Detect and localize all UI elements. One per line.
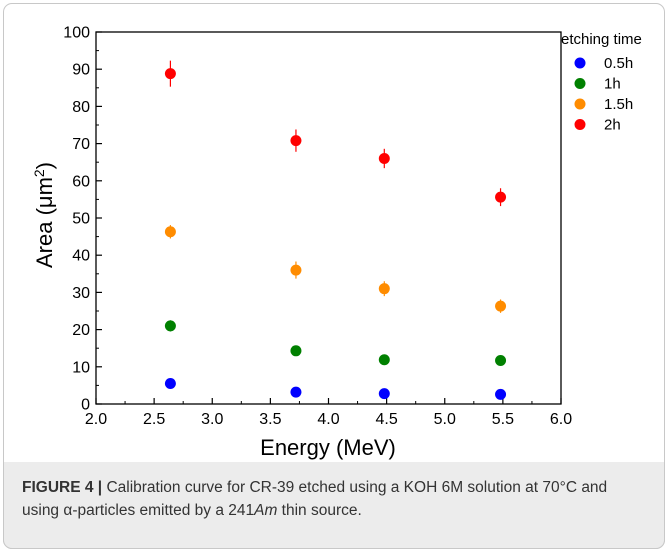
y-tick-label: 90 — [72, 62, 90, 79]
x-axis-ticks: 2.0 2.5 3.0 3.5 4.0 4.5 5.0 5.5 6.0 — [85, 398, 572, 428]
y-tick-label: 100 — [63, 25, 90, 42]
figure-frame — [3, 3, 665, 549]
data-point — [290, 264, 302, 276]
y-tick-label: 20 — [72, 322, 90, 339]
x-tick-label: 2.5 — [143, 411, 165, 428]
caption-text-italic: Am — [254, 502, 278, 519]
x-tick-label: 5.5 — [492, 411, 514, 428]
legend-title: etching time — [561, 31, 642, 48]
legend-marker-0.5h — [574, 57, 586, 69]
caption-label: FIGURE 4 | — [22, 479, 103, 496]
x-tick-label: 6.0 — [550, 411, 572, 428]
y-tick-label: 30 — [72, 285, 90, 302]
data-point — [290, 345, 302, 357]
legend-marker-2h — [574, 119, 586, 130]
x-tick-label: 4.5 — [376, 411, 398, 428]
legend-label-1.5h: 1.5h — [604, 96, 633, 113]
x-tick-label: 5.0 — [434, 411, 456, 428]
legend-marker-1h — [574, 78, 586, 89]
x-tick-label: 3.5 — [259, 411, 281, 428]
caption-box — [3, 462, 665, 549]
data-point — [290, 135, 302, 147]
data-point — [495, 388, 507, 400]
figure-caption: FIGURE 4 | Calibration curve for CR-39 e… — [22, 476, 642, 522]
axes — [95, 31, 562, 405]
caption-text-1: Calibration curve for CR-39 etched using… — [22, 479, 608, 519]
data-point — [495, 191, 507, 203]
y-axis-ticks: 0 10 20 30 40 50 60 70 80 90 100 — [63, 25, 102, 414]
series-1h — [164, 320, 507, 366]
series-1.5h — [164, 225, 507, 313]
y-tick-label: 50 — [72, 211, 90, 228]
legend-label-1h: 1h — [604, 76, 621, 93]
y-tick-label: 70 — [72, 136, 90, 153]
data-point — [495, 300, 507, 312]
data-point — [378, 283, 390, 295]
data-point — [378, 354, 390, 366]
data-point — [164, 320, 176, 332]
plot-frame — [95, 31, 562, 405]
y-tick-label: 80 — [72, 99, 90, 116]
legend: etching time 0.5h 1h 1.5h 2h — [561, 31, 642, 134]
series-0.5h — [164, 378, 507, 400]
data-point — [378, 152, 390, 164]
series-2h — [164, 60, 507, 207]
x-tick-label: 4.0 — [317, 411, 339, 428]
data-point — [495, 354, 507, 366]
y-axis-title-main: Area (μm — [32, 177, 57, 268]
data-point — [290, 386, 302, 398]
y-tick-label: 60 — [72, 173, 90, 190]
x-tick-label: 2.0 — [85, 411, 107, 428]
legend-marker-1.5h — [574, 98, 586, 110]
y-axis-title: Area (μm2) — [31, 162, 57, 268]
y-tick-label: 0 — [81, 397, 90, 414]
data-points — [164, 60, 507, 400]
data-point — [164, 378, 176, 390]
x-axis-title: Energy (MeV) — [260, 435, 396, 460]
y-axis-title-superscript: 2 — [31, 169, 47, 177]
legend-label-2h: 2h — [604, 117, 621, 134]
x-tick-label: 3.0 — [201, 411, 223, 428]
data-point — [164, 68, 176, 80]
caption-text-2: thin source. — [277, 502, 362, 519]
data-point — [164, 226, 176, 238]
y-tick-label: 10 — [72, 359, 90, 376]
legend-label-0.5h: 0.5h — [604, 55, 633, 72]
y-axis-title-end: ) — [32, 162, 57, 169]
y-tick-label: 40 — [72, 248, 90, 265]
data-point — [378, 388, 390, 400]
